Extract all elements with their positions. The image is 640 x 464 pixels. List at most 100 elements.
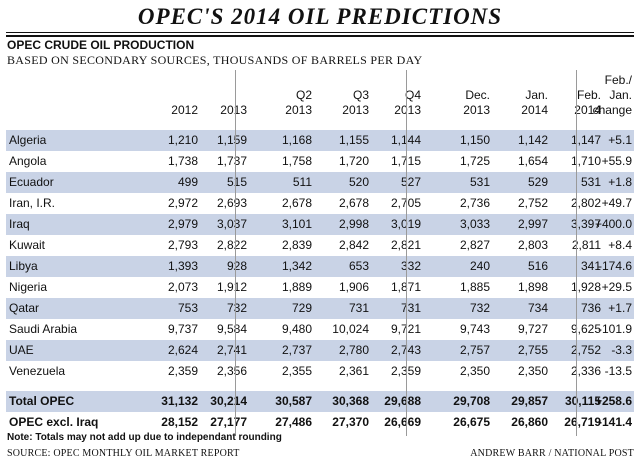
table-cell: 1,737 [216,154,247,168]
table-cell: 1,758 [281,154,312,168]
row-label: OPEC excl. Iraq [9,415,99,429]
table-row: Libya 1,393 928 1,342 653 332 240 516 341 -174.6 [6,256,634,277]
table-cell: 1,147 [570,133,601,147]
table-cell: 3,033 [459,217,490,231]
table-cell: 753 [177,301,198,315]
column-divider [235,70,236,436]
row-label: Saudi Arabia [9,322,78,336]
table-cell: +29.5 [601,280,632,294]
column-headers: 2012 2013 Q2 2013 Q3 2013 Q4 2013 Dec. 2013 Ja… [0,66,640,124]
table-cell: 30,214 [210,394,247,408]
table-cell: 30,115 [564,394,601,408]
table-cell: 2,998 [338,217,369,231]
table-cell: 2,359 [167,364,198,378]
table-cell: 531 [580,175,601,189]
table-cell: 332 [400,259,421,273]
column-header: Dec. 2013 [463,88,490,117]
table-cell: 2,737 [281,343,312,357]
row-label: Libya [9,259,38,273]
table-cell: 1,393 [167,259,198,273]
row-label: Ecuador [9,175,54,189]
table-cell: 31,132 [161,394,198,408]
table-cell: 3,397 [570,217,601,231]
table-cell: 3,037 [216,217,247,231]
table-heading: OPEC CRUDE OIL PRODUCTION [7,38,195,52]
table-cell: 1,142 [517,133,548,147]
table-row: Ecuador 499 515 511 520 527 531 529 531 +1.8 [6,172,634,193]
table-cell: 29,688 [384,394,421,408]
table-cell: 1,159 [216,133,247,147]
table-cell: 928 [226,259,247,273]
table-cell: 529 [527,175,548,189]
table-cell: 2,811 [571,238,601,252]
table-cell: 9,584 [216,322,247,336]
row-label: Iran, I.R. [9,196,56,210]
table-cell: 2,803 [517,238,548,252]
column-header: Q2 2013 [285,88,312,117]
table-cell: 1,155 [338,133,369,147]
table-cell: 511 [292,175,312,189]
table-cell: 1,738 [167,154,198,168]
table-cell: 2,624 [167,343,198,357]
table-cell: 736 [580,301,601,315]
table-cell: +1.8 [608,175,632,189]
table-cell: 1,210 [167,133,198,147]
table-cell: 1,912 [216,280,247,294]
table-cell: 2,842 [338,238,369,252]
table-cell: 2,361 [338,364,369,378]
table-row: Venezuela2,3592,3562,3552,3612,3592,3502… [6,361,634,382]
row-label: Angola [9,154,47,168]
table-cell: 240 [469,259,490,273]
table-cell: 2,705 [351,196,421,211]
row-label: Venezuela [9,364,66,378]
table-cell: 1,342 [281,259,312,273]
table-cell: 1,720 [338,154,369,168]
title-rule-thick [6,35,634,37]
row-label: Iraq [9,217,30,231]
table-cell: 2,972 [167,196,198,210]
table-cell: 2,741 [216,343,247,357]
table-cell: 1,885 [459,280,490,294]
table-cell: -101.9 [597,322,632,336]
total-row: Total OPEC 31,132 30,214 30,587 30,368 29,688… [6,391,634,412]
table-cell: +400.0 [594,217,632,231]
table-cell: 1,168 [281,133,312,147]
table-cell: 26,675 [453,415,490,429]
table-cell: 2,821 [351,238,421,253]
table-cell: 27,370 [332,415,369,429]
table-cell: 2,752 [517,196,548,210]
table-cell: 9,721 [351,322,421,337]
table-cell: 10,024 [332,322,369,336]
row-label: Kuwait [9,238,46,252]
table-cell: 9,727 [517,322,548,336]
table-cell: 2,802 [570,196,601,210]
table-cell: 2,752 [570,343,601,357]
table-cell: 1,889 [281,280,312,294]
column-divider [406,70,407,436]
table-cell: 9,625 [570,322,601,336]
title-rule [6,32,634,33]
table-cell: 2,822 [216,238,247,252]
table-cell: 515 [226,175,247,189]
column-header: Q3 2013 [342,88,369,117]
table-cell: 2,757 [459,343,490,357]
table-cell: 341 [580,259,601,273]
table-cell: +258.6 [594,394,632,408]
table-cell: 1,715 [351,154,421,169]
source-credit: SOURCE: OPEC MONTHLY OIL MARKET REPORT [7,448,240,459]
column-header: Q4 2013 [394,88,421,117]
table-cell: -13.5 [604,364,632,378]
table-cell: 520 [348,175,369,189]
column-divider [576,70,577,436]
table-cell: 2,073 [167,280,198,294]
table-cell: 2,356 [216,364,247,378]
chart-title: OPEC'S 2014 OIL PREDICTIONS [137,4,503,29]
table-cell: 30,368 [332,394,369,408]
table-cell: 499 [177,175,198,189]
table-cell: +1.7 [608,301,632,315]
